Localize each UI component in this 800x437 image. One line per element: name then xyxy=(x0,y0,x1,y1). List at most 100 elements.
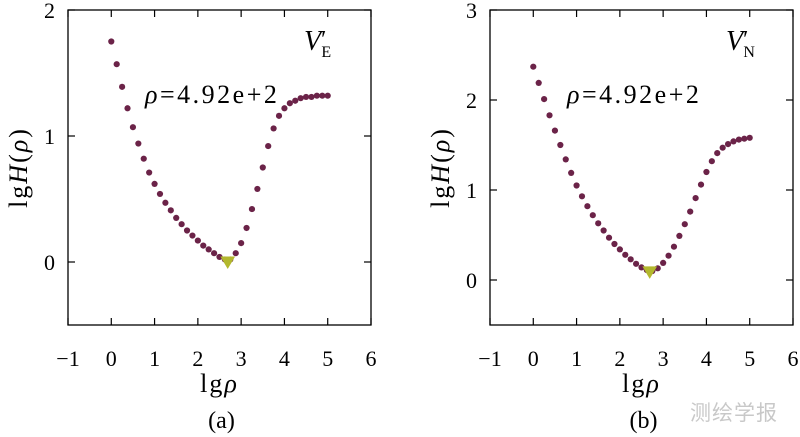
data-point xyxy=(530,63,537,70)
italic-symbol: ρ xyxy=(223,369,238,398)
data-point xyxy=(281,105,288,112)
data-point xyxy=(724,141,732,148)
data-point xyxy=(719,144,726,151)
data-point xyxy=(627,256,634,263)
data-point xyxy=(238,240,245,247)
x-tick-label: 4 xyxy=(279,346,290,371)
y-tick-label: 2 xyxy=(44,0,55,23)
data-point xyxy=(730,138,737,145)
component-subscript: N xyxy=(743,44,755,61)
y-tick-label: 0 xyxy=(466,268,477,293)
rho-annotation: ρ=4.92e+2 xyxy=(144,80,279,109)
data-point xyxy=(632,260,640,267)
data-point xyxy=(681,221,688,228)
x-tick-label: 5 xyxy=(322,346,333,371)
y-axis-label: lgH(ρ) xyxy=(4,127,33,208)
data-point xyxy=(119,83,126,90)
data-point xyxy=(162,199,169,206)
data-point xyxy=(562,156,569,163)
component-symbol: V xyxy=(304,26,324,57)
data-point xyxy=(275,112,283,119)
italic-symbol: ρ xyxy=(645,369,660,398)
data-point xyxy=(302,93,310,101)
data-point xyxy=(665,252,672,259)
data-point xyxy=(140,155,147,162)
label-fragment: lg xyxy=(622,369,646,398)
x-axis-label: lgρ xyxy=(622,369,661,398)
data-point xyxy=(313,92,320,99)
x-axis-label: lgρ xyxy=(200,369,239,398)
label-fragment: lg xyxy=(200,369,224,398)
y-axis-label: lgH(ρ) xyxy=(426,127,455,208)
data-point xyxy=(551,127,559,134)
panel-label: (a) xyxy=(208,408,235,434)
data-point xyxy=(573,182,580,189)
component-symbol: V xyxy=(726,26,746,57)
data-point xyxy=(135,140,142,147)
x-tick-label: 3 xyxy=(658,346,669,371)
data-point xyxy=(319,92,326,99)
x-tick-label: 4 xyxy=(701,346,712,371)
label-fragment: =4.92e+2 xyxy=(160,80,279,109)
label-fragment: =4.92e+2 xyxy=(582,80,701,109)
y-tick-label: 2 xyxy=(466,88,477,113)
rho-annotation: ρ=4.92e+2 xyxy=(566,80,701,109)
data-point xyxy=(216,253,223,261)
data-point xyxy=(259,164,266,171)
plot-frame xyxy=(67,9,372,326)
data-point xyxy=(297,95,304,102)
x-tick-label: 0 xyxy=(528,346,539,371)
data-point xyxy=(638,264,645,271)
data-point xyxy=(324,92,331,99)
italic-symbol: H xyxy=(426,163,455,185)
label-fragment: lg xyxy=(426,184,455,208)
data-point xyxy=(541,96,548,103)
data-point xyxy=(254,185,261,193)
italic-symbol: ρ xyxy=(4,138,33,153)
x-tick-label: 1 xyxy=(571,346,582,371)
data-point xyxy=(156,190,164,198)
data-point xyxy=(589,212,596,219)
data-point xyxy=(173,214,180,221)
data-point xyxy=(243,224,250,232)
data-point xyxy=(708,158,715,165)
label-fragment: ) xyxy=(4,127,33,138)
data-point xyxy=(167,207,174,214)
label-fragment: ( xyxy=(4,152,33,163)
data-point xyxy=(178,221,185,228)
x-tick-label: 1 xyxy=(149,346,160,371)
journal-watermark: 测绘学报 xyxy=(690,401,778,425)
data-point xyxy=(578,193,586,200)
x-tick-label: −1 xyxy=(56,346,79,371)
data-point xyxy=(270,125,277,132)
data-point xyxy=(210,250,218,257)
data-point xyxy=(146,169,153,176)
data-point xyxy=(676,232,683,239)
component-prime: ′ xyxy=(743,27,748,53)
x-tick-label: 2 xyxy=(614,346,625,371)
label-fragment: lg xyxy=(4,184,33,208)
label-fragment: ( xyxy=(426,152,455,163)
component-label: V′N xyxy=(726,26,755,61)
minimum-marker xyxy=(220,256,236,269)
y-tick-label: 1 xyxy=(466,178,477,203)
panel-label: (b) xyxy=(630,408,658,434)
data-point xyxy=(600,227,607,234)
italic-symbol: ρ xyxy=(566,80,582,109)
data-point xyxy=(703,168,710,176)
data-point xyxy=(692,195,699,202)
data-point xyxy=(248,205,256,213)
data-point xyxy=(535,79,542,86)
y-tick-label: 1 xyxy=(44,124,55,149)
data-point xyxy=(584,203,591,210)
x-tick-label: 6 xyxy=(366,346,377,371)
data-point xyxy=(714,150,721,157)
minimum-marker xyxy=(642,266,658,279)
data-point xyxy=(205,246,212,253)
plot-frame xyxy=(489,9,794,326)
data-point xyxy=(189,232,196,239)
data-point xyxy=(611,240,618,248)
